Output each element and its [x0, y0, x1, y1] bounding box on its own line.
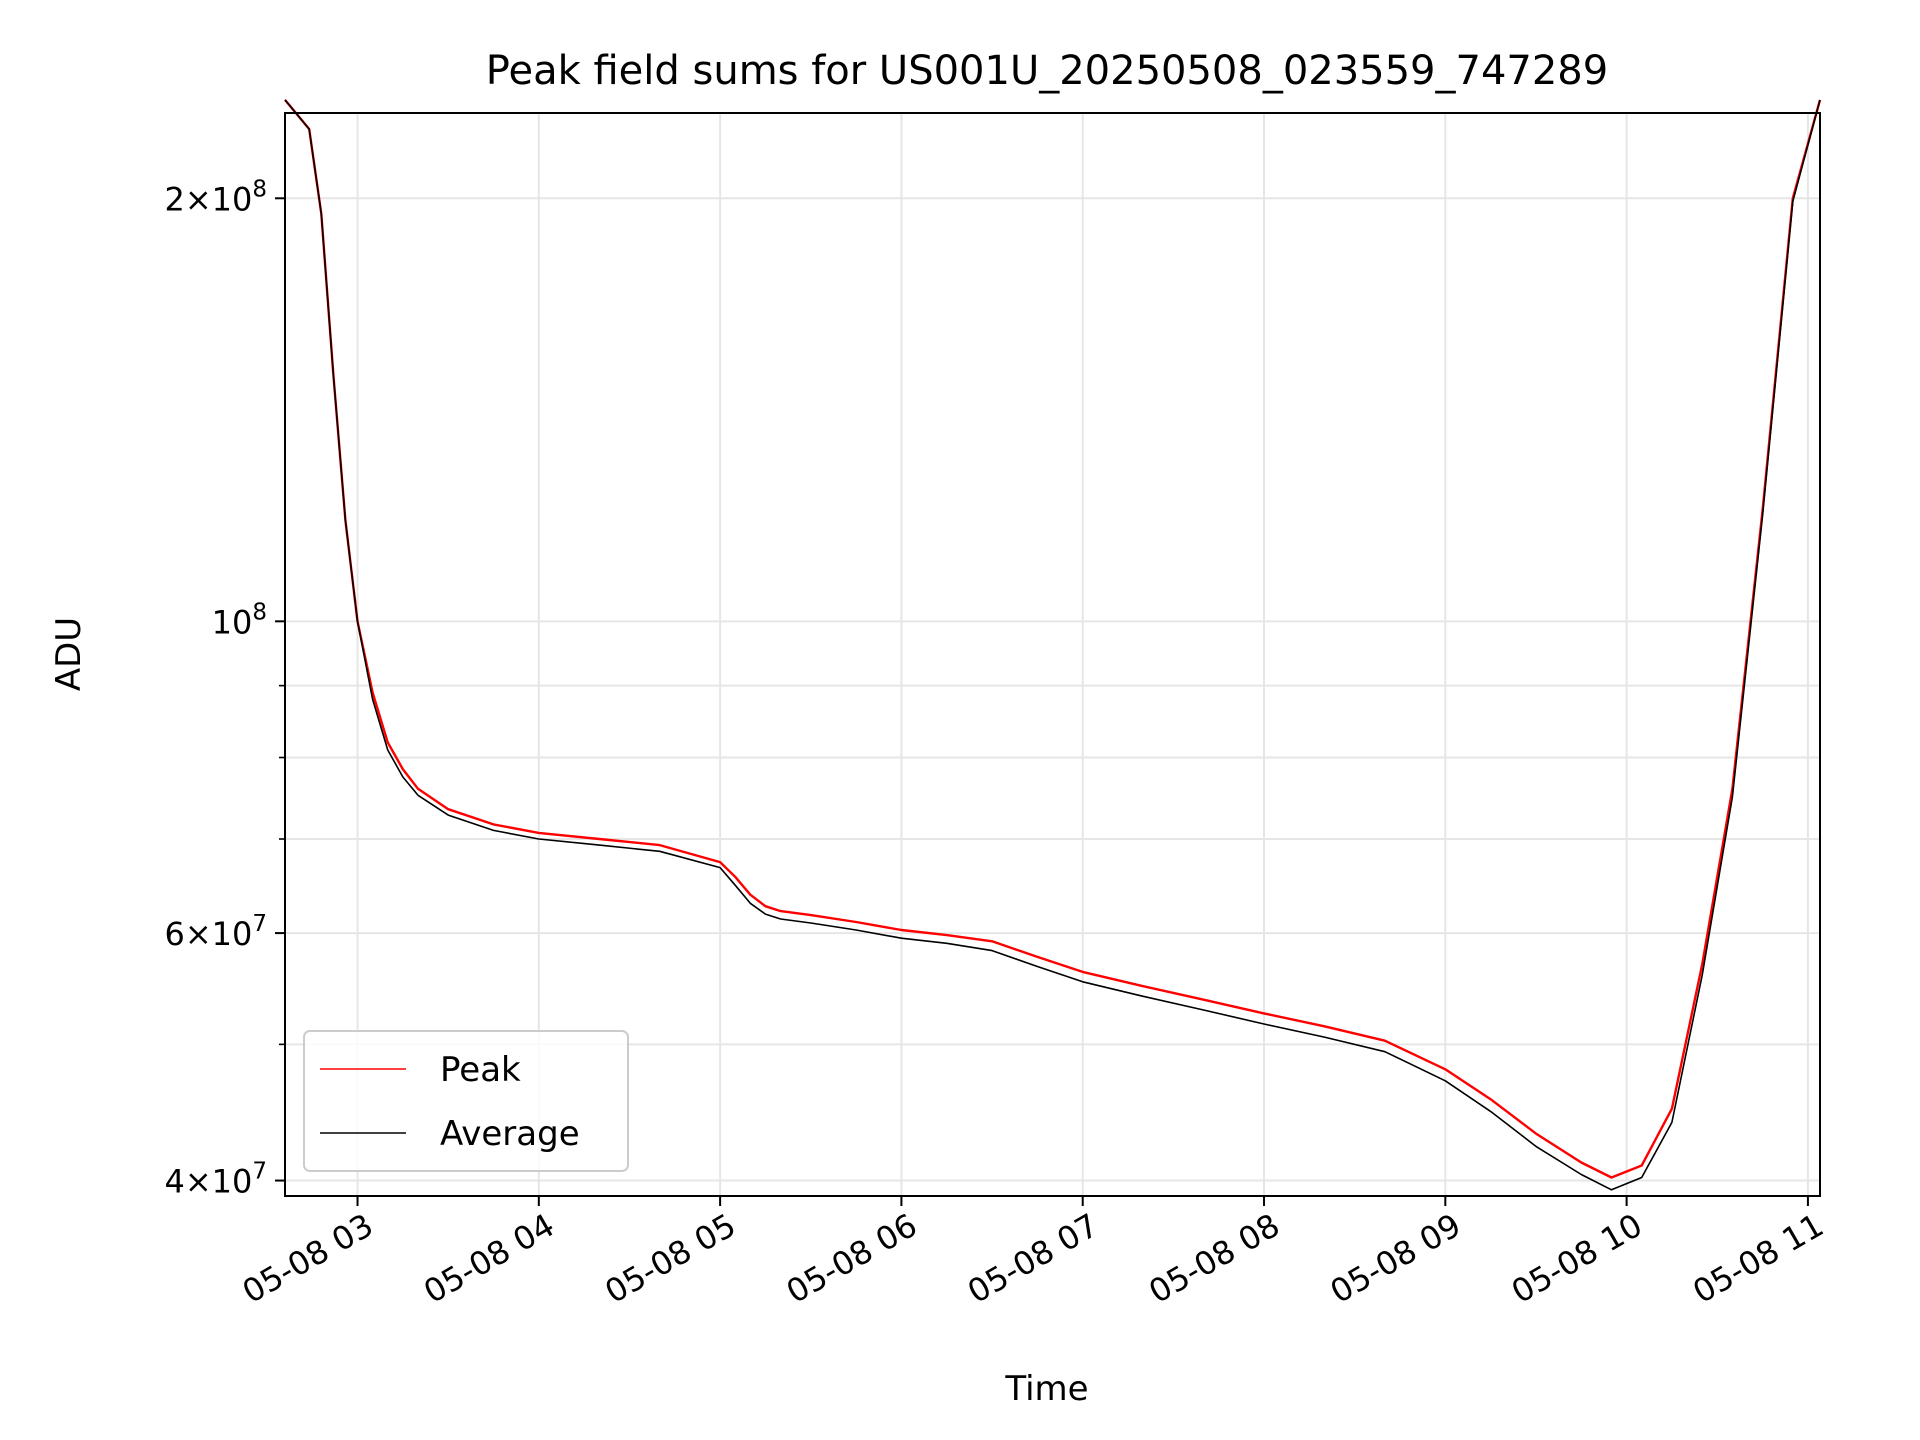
y-tick-label: 4×107	[164, 1159, 267, 1201]
legend: Peak Average	[303, 1030, 629, 1172]
legend-peak-label: Peak	[440, 1050, 521, 1090]
x-tick-label: 05-08 06	[780, 1206, 924, 1311]
y-tick-label: 6×107	[164, 911, 267, 953]
x-tick-label: 05-08 04	[417, 1206, 561, 1311]
series-lines	[284, 99, 1822, 1191]
legend-average-label: Average	[440, 1114, 580, 1154]
x-tick-label: 05-08 03	[236, 1206, 380, 1311]
y-axis-label: ADU	[49, 617, 89, 691]
x-tick-label: 05-08 08	[1142, 1206, 1286, 1311]
chart-title: Peak field sums for US001U_20250508_0235…	[486, 48, 1608, 94]
y-tick-label: 2×108	[164, 176, 267, 218]
x-tick-label: 05-08 05	[599, 1206, 743, 1311]
series-peak-line	[284, 99, 1822, 1179]
x-axis-label: Time	[1004, 1369, 1088, 1409]
x-tick-label: 05-08 07	[961, 1206, 1105, 1311]
x-tick-label: 05-08 10	[1505, 1206, 1649, 1311]
x-tick-label: 05-08 11	[1686, 1206, 1830, 1311]
plot-frame	[284, 112, 1821, 1197]
series-average-line	[284, 99, 1821, 1191]
y-tick-label: 108	[212, 599, 267, 641]
legend-box	[303, 1030, 629, 1172]
x-tick-label: 05-08 09	[1324, 1206, 1468, 1311]
